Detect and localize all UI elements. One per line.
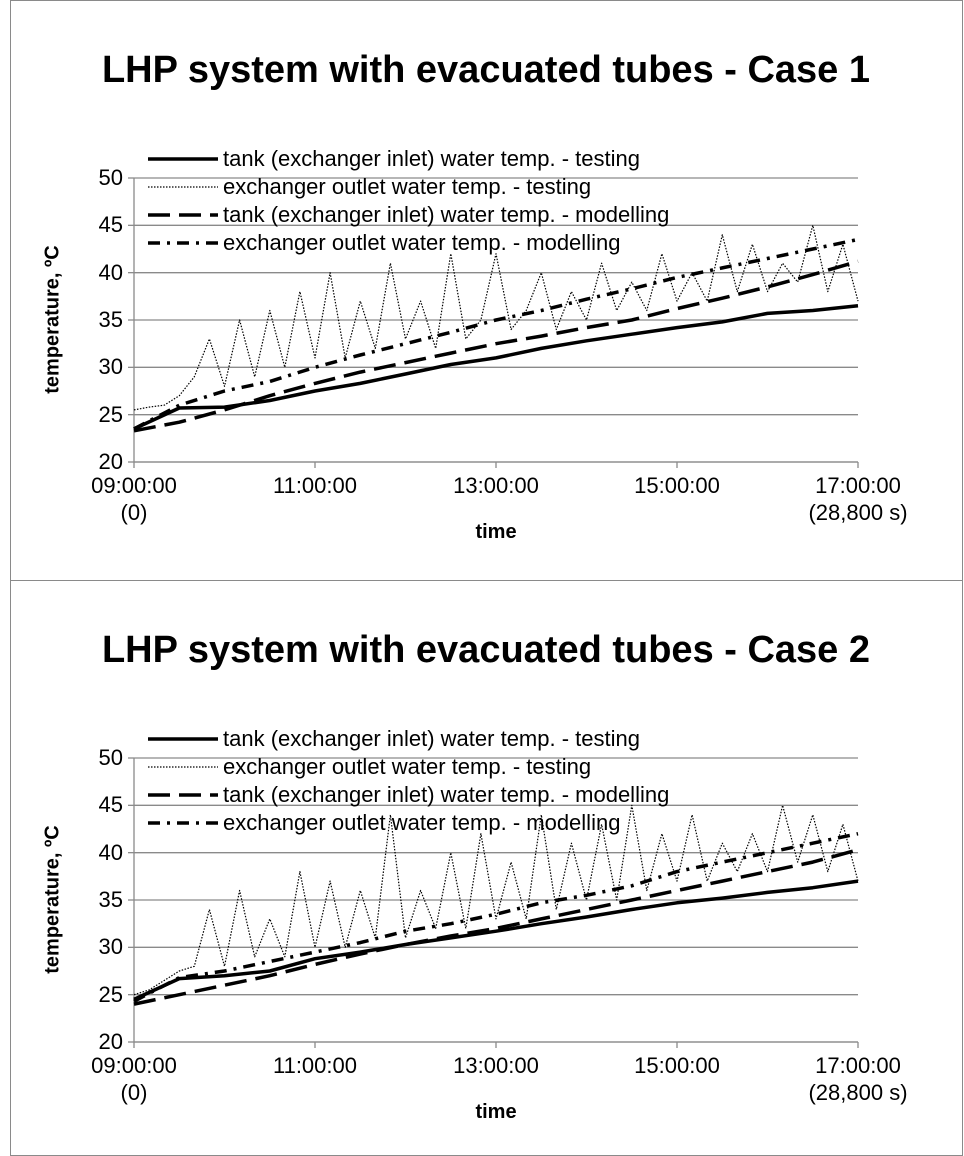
y-tick-label: 45 — [98, 792, 123, 818]
y-tick-label: 40 — [98, 259, 123, 285]
x-tick-label: 17:00:00 (28,800 s) — [808, 473, 908, 525]
series-line — [133, 804, 859, 996]
chart — [128, 157, 859, 468]
x-tick-label: 11:00:00 — [272, 1053, 357, 1078]
x-axis-label: time — [475, 521, 517, 543]
series-line — [133, 879, 859, 1001]
y-tick-label: 50 — [98, 165, 123, 190]
series-line — [133, 224, 859, 411]
y-tick-label: 35 — [98, 307, 123, 332]
y-tick-label: 20 — [98, 1029, 123, 1054]
y-axis-label: temperature, ºC — [41, 245, 64, 394]
y-tick-label: 20 — [98, 449, 123, 474]
y-tick-label: 50 — [98, 745, 123, 770]
chart — [128, 737, 859, 1048]
x-tick-label: 17:00:00 (28,800 s) — [808, 1053, 908, 1105]
x-tick-label: 11:00:00 — [272, 473, 357, 498]
legend-label: tank (exchanger inlet) water temp. - tes… — [223, 726, 640, 751]
chart-panel: LHP system with evacuated tubes - Case 2… — [10, 580, 963, 1156]
y-tick-label: 25 — [98, 401, 123, 427]
x-tick-label: 13:00:00 — [453, 1053, 539, 1078]
y-tick-label: 40 — [98, 839, 123, 865]
y-tick-label: 30 — [98, 354, 123, 380]
series-line — [133, 831, 859, 1003]
y-tick-label: 45 — [98, 212, 123, 238]
legend-label: tank (exchanger inlet) water temp. - mod… — [223, 202, 670, 227]
y-axis-label: temperature, ºC — [41, 825, 64, 974]
legend-label: exchanger outlet water temp. - testing — [223, 174, 592, 199]
series-line — [133, 259, 859, 433]
legend-label: tank (exchanger inlet) water temp. - mod… — [223, 782, 670, 807]
y-tick-label: 35 — [98, 887, 123, 912]
chart-title: LHP system with evacuated tubes - Case 1 — [101, 49, 871, 91]
x-axis-label: time — [475, 1101, 517, 1123]
series-line — [133, 237, 859, 431]
x-tick-label: 09:00:00 (0) — [91, 473, 177, 525]
chart-title: LHP system with evacuated tubes - Case 2 — [101, 629, 871, 671]
legend-label: exchanger outlet water temp. - modelling — [223, 230, 621, 255]
legend-label: exchanger outlet water temp. - testing — [223, 754, 592, 779]
x-tick-label: 15:00:00 — [634, 1053, 720, 1078]
legend-label: tank (exchanger inlet) water temp. - tes… — [223, 146, 640, 171]
chart-panel: LHP system with evacuated tubes - Case 1… — [10, 0, 963, 581]
y-tick-label: 25 — [98, 981, 123, 1007]
series-line — [133, 848, 859, 1006]
x-tick-label: 09:00:00 (0) — [91, 1053, 177, 1105]
legend-label: exchanger outlet water temp. - modelling — [223, 810, 621, 835]
y-tick-label: 30 — [98, 934, 123, 960]
x-tick-label: 15:00:00 — [634, 473, 720, 498]
x-tick-label: 13:00:00 — [453, 473, 539, 498]
series-line — [133, 304, 859, 431]
